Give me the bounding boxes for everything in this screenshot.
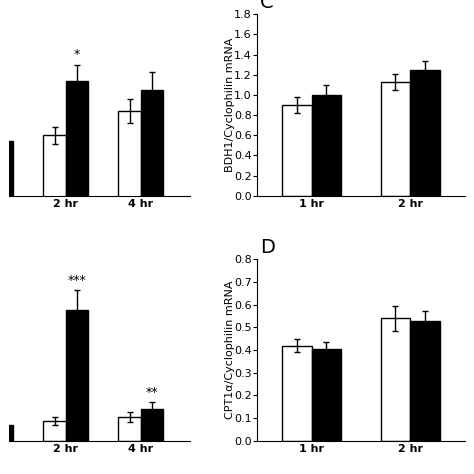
Y-axis label: BDH1/Cyclophilin mRNA: BDH1/Cyclophilin mRNA [225, 38, 235, 172]
Bar [311, 95, 341, 196]
Bar [381, 318, 410, 441]
Bar [381, 82, 410, 196]
Text: D: D [260, 238, 275, 257]
Bar [43, 420, 66, 441]
Bar [282, 105, 311, 196]
Bar [141, 409, 164, 441]
Bar [141, 91, 164, 262]
Text: C: C [260, 0, 274, 12]
Bar [118, 417, 141, 441]
Text: *: * [74, 48, 80, 62]
Bar [0, 141, 13, 262]
Bar [43, 135, 66, 262]
Bar [410, 70, 440, 196]
Text: **: ** [146, 386, 158, 400]
Text: ***: *** [68, 273, 86, 286]
Bar [282, 346, 311, 441]
Bar [118, 111, 141, 262]
Bar [0, 425, 13, 441]
Bar [311, 349, 341, 441]
Bar [66, 81, 88, 262]
Bar [66, 310, 88, 441]
Y-axis label: CPT1α/Cyclophilin mRNA: CPT1α/Cyclophilin mRNA [225, 281, 235, 419]
Bar [410, 320, 440, 441]
